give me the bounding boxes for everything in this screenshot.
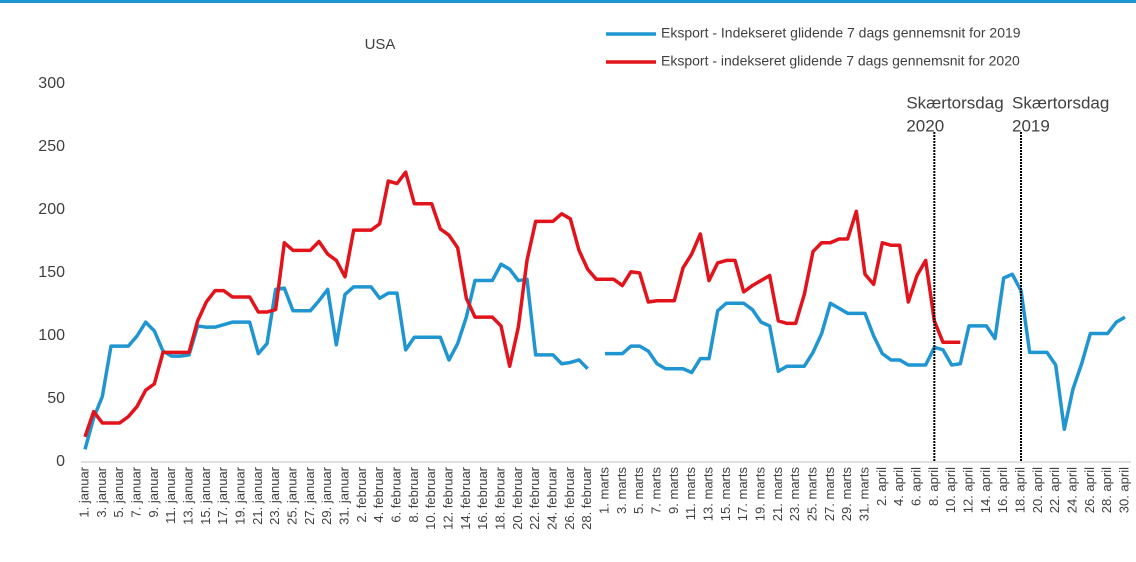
- x-tick-label: 13. marts: [700, 467, 715, 522]
- x-tick-label: 9. januar: [146, 466, 161, 517]
- x-tick-label: 20. april: [1030, 467, 1045, 513]
- x-tick-label: 16. april: [995, 467, 1010, 513]
- x-tick-label: 22. april: [1047, 467, 1062, 513]
- x-tick-label: 9. marts: [666, 467, 681, 514]
- x-tick-label: 23. marts: [787, 467, 802, 522]
- x-tick-label: 1. marts: [596, 467, 611, 514]
- x-tick-label: 11. marts: [683, 467, 698, 521]
- x-tick-label: 3. januar: [94, 466, 109, 517]
- x-tick-label: 24. april: [1064, 467, 1079, 513]
- x-tick-label: 29. januar: [319, 466, 334, 524]
- y-tick-label: 100: [38, 327, 65, 344]
- x-tick-label: 4. februar: [371, 466, 386, 522]
- annotation-text: 2019: [1012, 116, 1050, 135]
- x-tick-label: 24. februar: [544, 466, 559, 530]
- x-tick-label: 31. januar: [336, 466, 351, 524]
- x-tick-label: 5. januar: [111, 466, 126, 517]
- x-tick-label: 26. februar: [562, 466, 577, 530]
- x-tick-label: 27. marts: [822, 467, 837, 522]
- annotation-text: Skærtorsdag: [906, 93, 1003, 112]
- x-tick-label: 10. februar: [423, 466, 438, 530]
- annotation-text: 2020: [906, 116, 944, 135]
- x-tick-label: 17. januar: [215, 466, 230, 524]
- series-line: [83, 262, 1126, 450]
- x-tick-label: 14. februar: [458, 466, 473, 530]
- x-tick-label: 7. marts: [648, 467, 663, 514]
- x-tick-label: 8. april: [926, 467, 941, 506]
- x-tick-label: 2. februar: [354, 466, 369, 522]
- x-tick-label: 7. januar: [128, 466, 143, 517]
- y-tick-label: 300: [38, 75, 65, 92]
- x-tick-label: 27. januar: [302, 466, 317, 524]
- x-tick-label: 29. marts: [839, 467, 854, 522]
- x-tick-label: 19. marts: [752, 467, 767, 522]
- x-tick-label: 11. januar: [163, 466, 178, 524]
- x-tick-label: 4. april: [891, 467, 906, 506]
- x-tick-label: 19. januar: [232, 466, 247, 524]
- x-tick-label: 12. april: [960, 467, 975, 513]
- x-tick-label: 2. april: [874, 467, 889, 506]
- x-tick-label: 21. januar: [250, 466, 265, 524]
- y-tick-label: 150: [38, 264, 65, 281]
- annotation-text: Skærtorsdag: [1012, 93, 1109, 112]
- x-tick-label: 13. januar: [180, 466, 195, 524]
- x-tick-label: 18. april: [1012, 467, 1027, 513]
- x-tick-label: 5. marts: [631, 467, 646, 514]
- x-tick-label: 14. april: [978, 467, 993, 513]
- x-tick-label: 17. marts: [735, 467, 750, 522]
- y-tick-label: 250: [38, 138, 65, 155]
- y-tick-label: 50: [47, 390, 65, 407]
- x-tick-label: 30. april: [1116, 467, 1131, 513]
- x-tick-label: 12. februar: [440, 466, 455, 530]
- x-tick-label: 25. marts: [804, 467, 819, 522]
- x-tick-label: 3. marts: [614, 467, 629, 514]
- x-tick-label: 21. marts: [770, 467, 785, 522]
- x-tick-label: 15. januar: [198, 466, 213, 524]
- series-line: [83, 170, 961, 438]
- x-tick-label: 16. februar: [475, 466, 490, 530]
- x-tick-label: 28. februar: [579, 466, 594, 530]
- x-tick-label: 23. januar: [267, 466, 282, 524]
- x-tick-label: 28. april: [1099, 467, 1114, 513]
- x-tick-label: 25. januar: [284, 466, 299, 524]
- x-tick-label: 20. februar: [510, 466, 525, 530]
- x-tick-label: 22. februar: [527, 466, 542, 530]
- x-tick-label: 18. februar: [492, 466, 507, 530]
- x-tick-label: 8. februar: [406, 466, 421, 522]
- x-tick-label: 10. april: [943, 467, 958, 513]
- legend-label: Eksport - indekseret glidende 7 dags gen…: [661, 53, 1020, 69]
- x-tick-label: 26. april: [1082, 467, 1097, 513]
- chart-title: USA: [365, 36, 396, 53]
- x-tick-label: 31. marts: [856, 467, 871, 522]
- top-border: [0, 0, 1136, 3]
- x-tick-label: 1. januar: [76, 466, 91, 517]
- x-tick-label: 6. februar: [388, 466, 403, 522]
- x-tick-label: 15. marts: [718, 467, 733, 522]
- x-tick-label: 6. april: [908, 467, 923, 506]
- legend-label: Eksport - Indekseret glidende 7 dags gen…: [661, 25, 1021, 41]
- y-tick-label: 200: [38, 201, 65, 218]
- y-tick-label: 0: [56, 453, 65, 470]
